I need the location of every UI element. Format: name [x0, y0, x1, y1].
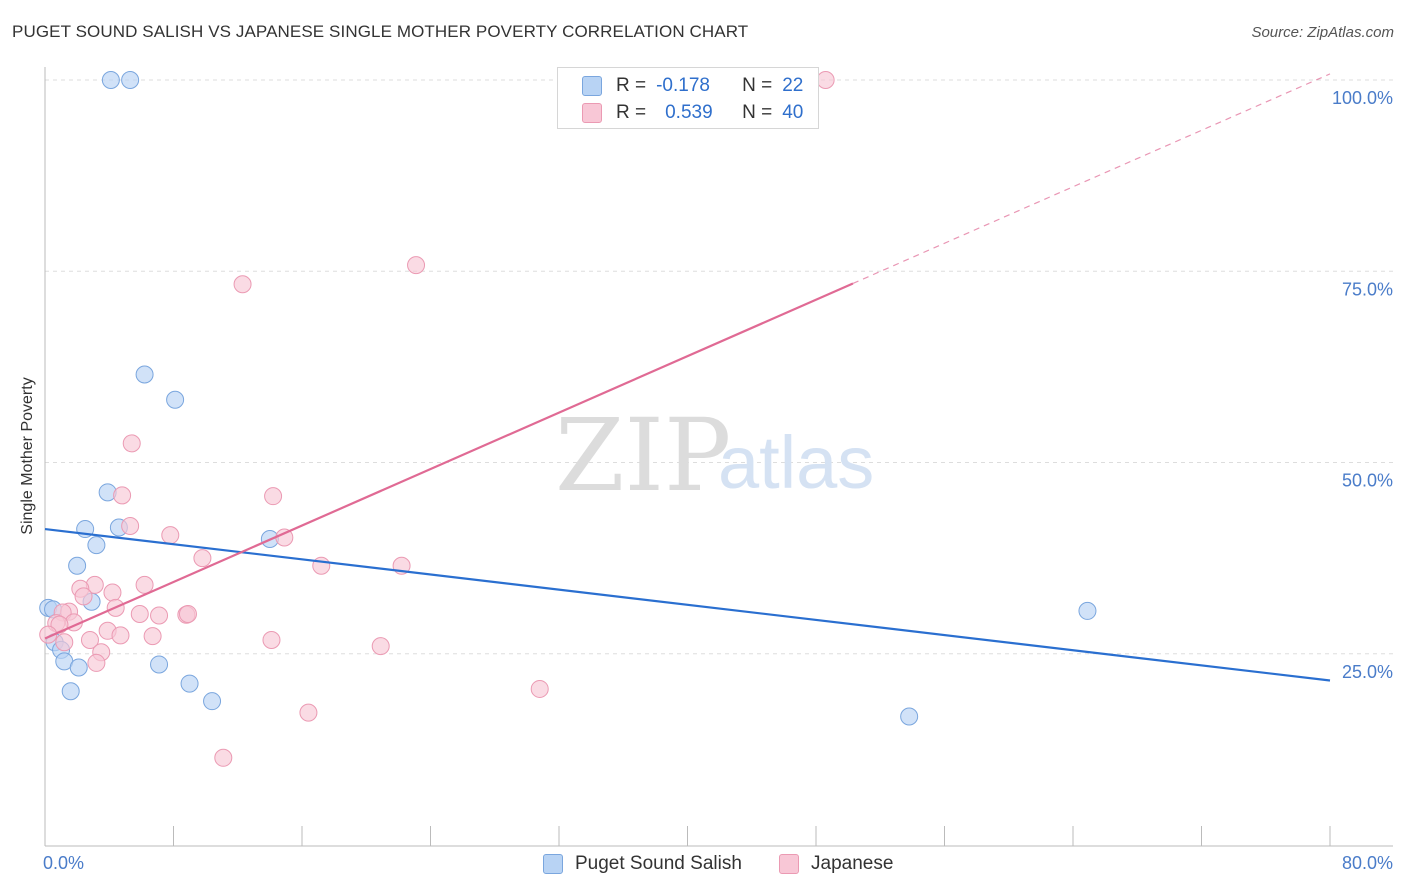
data-point: [161, 526, 180, 545]
data-point: [143, 627, 162, 646]
watermark: ZIP atlas: [555, 397, 874, 514]
x-tick-label: 80.0%: [1342, 853, 1393, 873]
data-point: [113, 486, 132, 505]
data-point: [180, 674, 199, 693]
data-point: [87, 536, 106, 555]
data-point: [61, 682, 80, 701]
data-point: [111, 626, 130, 645]
pink-swatch-icon: [582, 103, 602, 123]
n-value: 22: [782, 75, 804, 96]
data-point: [299, 703, 318, 722]
legend-label: Japanese: [811, 853, 894, 874]
r-value: 0.539: [665, 102, 713, 123]
axes: [44, 67, 1393, 847]
data-point: [87, 653, 106, 672]
x-tick-label: 0.0%: [43, 853, 84, 873]
blue-swatch-icon: [582, 76, 602, 96]
blue-swatch-icon: [543, 854, 563, 874]
bottom-legend-japanese: Japanese: [779, 852, 893, 876]
data-point: [69, 658, 88, 677]
legend-row-japanese: R = 0.539 N = 40: [582, 100, 803, 126]
data-point: [135, 575, 154, 594]
trend-line: [44, 527, 1331, 682]
data-point: [103, 583, 122, 602]
r-label: R =: [616, 75, 647, 96]
y-tick-label: 75.0%: [1342, 279, 1393, 299]
y-tick-labels: 25.0% 50.0% 75.0% 100.0%: [1332, 88, 1393, 682]
n-label: N =: [742, 102, 773, 123]
y-tick-label: 25.0%: [1342, 662, 1393, 682]
trend-line-extension: [852, 73, 1331, 285]
data-point: [122, 434, 141, 453]
data-point: [530, 679, 549, 698]
source-label: Source: ZipAtlas.com: [1251, 24, 1394, 41]
watermark-zip: ZIP: [555, 397, 731, 514]
n-label: N =: [742, 75, 773, 96]
data-point: [262, 630, 281, 649]
correlation-legend: R = -0.178 N = 22 R = 0.539 N = 40: [557, 67, 819, 129]
y-tick-label: 50.0%: [1342, 471, 1393, 491]
y-tick-label: 100.0%: [1332, 88, 1393, 108]
r-label: R =: [616, 102, 647, 123]
data-point: [150, 655, 169, 674]
data-point: [135, 365, 154, 384]
data-point: [264, 487, 283, 506]
data-point: [203, 692, 222, 711]
data-point: [74, 587, 93, 606]
data-point: [121, 71, 140, 89]
data-point: [80, 630, 99, 649]
bottom-legend-puget-sound-salish: Puget Sound Salish: [543, 852, 742, 876]
watermark-atlas: atlas: [718, 421, 874, 504]
n-value: 40: [782, 102, 804, 123]
data-point: [101, 71, 120, 89]
data-point: [39, 625, 58, 644]
data-point: [1078, 601, 1097, 620]
data-point: [150, 606, 169, 625]
data-point: [178, 604, 197, 623]
data-point: [166, 390, 185, 409]
chart-title: PUGET SOUND SALISH VS JAPANESE SINGLE MO…: [12, 22, 749, 41]
data-point: [55, 633, 74, 652]
data-point: [214, 748, 233, 767]
data-point: [371, 637, 390, 656]
data-point: [193, 549, 212, 568]
trend-line: [44, 282, 854, 640]
pink-swatch-icon: [779, 854, 799, 874]
data-point: [407, 256, 426, 275]
legend-label: Puget Sound Salish: [575, 853, 742, 874]
data-point: [816, 71, 835, 89]
data-point: [130, 604, 149, 623]
gridlines: [45, 79, 1393, 655]
data-point: [900, 707, 919, 726]
r-value: -0.178: [656, 75, 710, 96]
legend-row-puget-sound-salish: R = -0.178 N = 22: [582, 73, 803, 99]
trend-lines: [44, 73, 1331, 682]
data-point: [68, 556, 87, 575]
data-point: [121, 516, 140, 535]
x-tick-labels: 0.0% 80.0%: [43, 853, 1393, 873]
data-point: [233, 275, 252, 294]
